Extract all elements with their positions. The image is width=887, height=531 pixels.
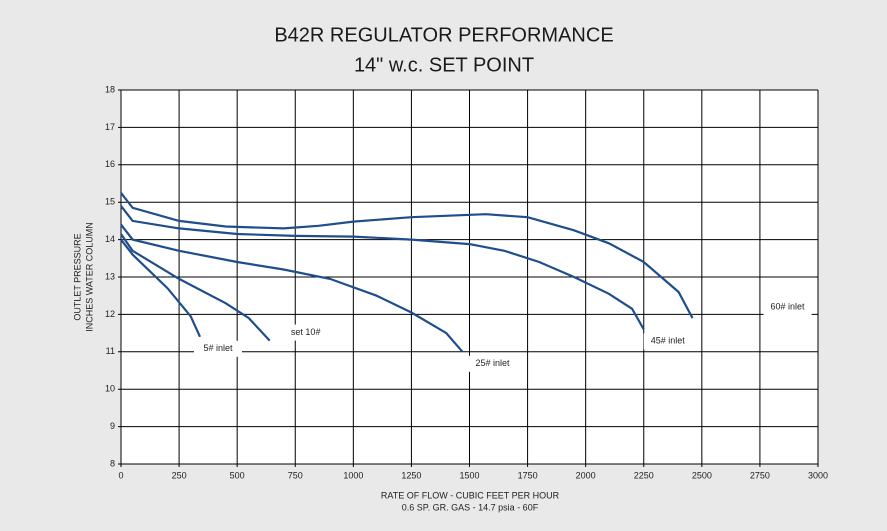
y-tick-label: 15 bbox=[105, 197, 115, 207]
x-tick-label: 1750 bbox=[518, 470, 538, 480]
series-label: 5# inlet bbox=[203, 343, 233, 353]
x-axis-sublabel: 0.6 SP. GR. GAS - 14.7 psia - 60F bbox=[402, 502, 539, 512]
x-tick-label: 500 bbox=[230, 470, 245, 480]
y-tick-label: 9 bbox=[110, 421, 115, 431]
y-tick-label: 14 bbox=[105, 234, 115, 244]
y-tick-label: 16 bbox=[105, 159, 115, 169]
series-line bbox=[120, 192, 694, 319]
chart-title: B42R REGULATOR PERFORMANCE bbox=[274, 24, 613, 46]
annotation-bg bbox=[643, 333, 692, 350]
x-tick-label: 3000 bbox=[808, 470, 828, 480]
y-tick-label: 8 bbox=[110, 458, 115, 468]
series-line bbox=[120, 238, 202, 338]
series-line bbox=[120, 223, 464, 353]
y-axis-label: INCHES WATER COLUMN bbox=[84, 222, 94, 332]
y-tick-label: 17 bbox=[105, 122, 115, 132]
y-tick-label: 10 bbox=[105, 384, 115, 394]
y-tick-label: 11 bbox=[106, 346, 115, 356]
series-label: 60# inlet bbox=[771, 302, 806, 312]
series-line bbox=[120, 205, 645, 330]
annotation-bg bbox=[468, 355, 517, 372]
series-label: 45# inlet bbox=[651, 336, 686, 346]
y-axis-label: OUTLET PRESSURE bbox=[72, 233, 82, 320]
x-tick-label: 2750 bbox=[750, 470, 770, 480]
y-tick-label: 12 bbox=[105, 309, 115, 319]
series-label: set 10# bbox=[291, 327, 321, 337]
y-tick-label: 13 bbox=[105, 271, 115, 281]
x-tick-label: 1500 bbox=[459, 470, 479, 480]
y-tick-label: 18 bbox=[105, 84, 115, 94]
x-tick-label: 2000 bbox=[576, 470, 596, 480]
annotation-bg bbox=[281, 324, 330, 341]
x-tick-label: 0 bbox=[118, 470, 123, 480]
x-axis-label: RATE OF FLOW - CUBIC FEET PER HOUR bbox=[381, 490, 560, 500]
x-tick-label: 1250 bbox=[401, 470, 421, 480]
x-tick-label: 1000 bbox=[343, 470, 363, 480]
series-label: 25# inlet bbox=[476, 358, 511, 368]
x-tick-label: 250 bbox=[172, 470, 187, 480]
x-tick-label: 2250 bbox=[634, 470, 654, 480]
annotation-bg bbox=[193, 340, 242, 357]
series-line bbox=[120, 233, 271, 342]
x-tick-label: 2500 bbox=[692, 470, 712, 480]
x-tick-label: 750 bbox=[288, 470, 303, 480]
chart-subtitle: 14" w.c. SET POINT bbox=[354, 54, 534, 76]
annotation-bg bbox=[763, 299, 812, 316]
